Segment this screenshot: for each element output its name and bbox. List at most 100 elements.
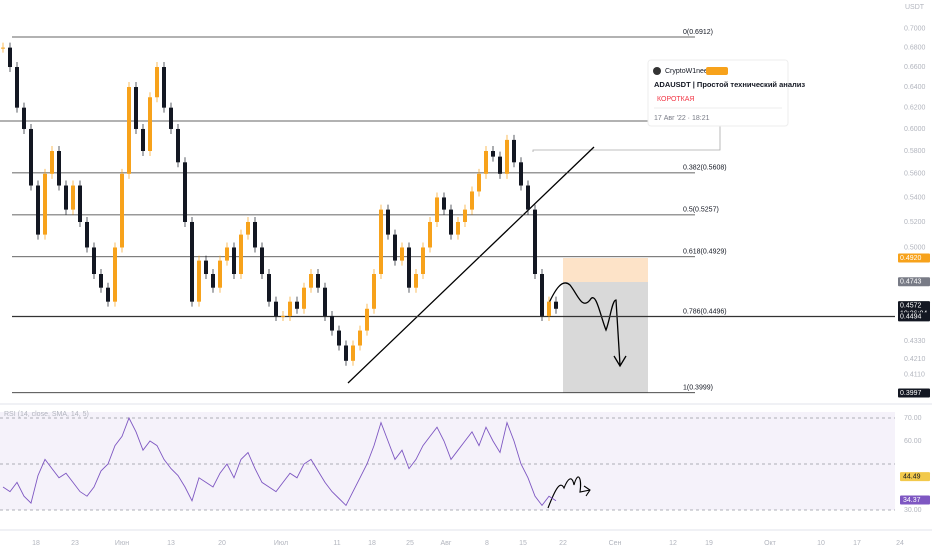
rsi-badge bbox=[900, 472, 930, 482]
date-label: Июл bbox=[274, 540, 288, 547]
price-tick-label: 0.5400 bbox=[904, 194, 926, 201]
candle bbox=[169, 107, 173, 129]
date-label: 25 bbox=[406, 540, 414, 547]
candle bbox=[330, 315, 334, 331]
candle bbox=[113, 247, 117, 302]
candle bbox=[141, 128, 145, 152]
candle bbox=[50, 151, 54, 174]
candle bbox=[372, 274, 376, 309]
fib-label: 0.382(0.5608) bbox=[683, 165, 727, 172]
candle bbox=[442, 197, 446, 210]
rsi-badge-label: 44.49 bbox=[903, 474, 921, 481]
price-tick-label: 0.4110 bbox=[904, 372, 925, 379]
date-label: 8 bbox=[485, 540, 489, 547]
date-label: 17 bbox=[853, 540, 861, 547]
candle bbox=[477, 173, 481, 192]
candle bbox=[71, 185, 75, 210]
card-title: ADAUSDT | Простой технический анализ bbox=[654, 80, 805, 89]
price-badge bbox=[898, 388, 930, 398]
rsi-badge-label: 34.37 bbox=[903, 497, 921, 504]
fib-label: 0.786(0.4496) bbox=[683, 308, 727, 315]
candle bbox=[162, 67, 166, 108]
candle bbox=[316, 274, 320, 288]
candle bbox=[29, 128, 33, 186]
rsi-band bbox=[0, 412, 895, 510]
date-label: 20 bbox=[218, 540, 226, 547]
author-badge bbox=[706, 67, 728, 75]
candle bbox=[246, 221, 250, 235]
date-label: Окт bbox=[764, 540, 777, 547]
rsi-tick-label: 30.00 bbox=[904, 507, 922, 514]
date-label: Авг bbox=[441, 540, 452, 547]
rsi-tick-label: 70.00 bbox=[904, 415, 922, 422]
candle bbox=[232, 247, 236, 275]
candle bbox=[512, 139, 516, 163]
candle bbox=[15, 67, 19, 108]
candle bbox=[239, 234, 243, 275]
candle bbox=[134, 87, 138, 129]
card-box bbox=[647, 59, 789, 127]
candle bbox=[267, 274, 271, 302]
candle bbox=[225, 247, 229, 261]
candle bbox=[337, 330, 341, 346]
price-tick-label: 0.6200 bbox=[904, 105, 926, 112]
projection-arrow bbox=[547, 282, 627, 368]
candle bbox=[211, 274, 215, 288]
candle bbox=[36, 185, 40, 235]
date-label: 24 bbox=[896, 540, 904, 547]
candle bbox=[309, 274, 313, 288]
candle bbox=[295, 301, 299, 309]
rsi-tick-label: 60.00 bbox=[904, 438, 922, 445]
rsi-line bbox=[2, 416, 557, 507]
candle bbox=[85, 221, 89, 248]
candle bbox=[1, 47, 5, 49]
price-badge-label: 0.4920 bbox=[900, 255, 922, 262]
currency: USDT bbox=[905, 4, 925, 11]
candle bbox=[505, 139, 509, 174]
candle bbox=[155, 67, 159, 98]
candle bbox=[127, 87, 131, 174]
stop-zone bbox=[563, 282, 648, 393]
rsi-arrow bbox=[547, 476, 591, 509]
candle bbox=[526, 185, 530, 210]
fib-label: 0.618(0.4929) bbox=[683, 249, 727, 256]
price-tick-label: 0.7000 bbox=[904, 26, 926, 33]
date-label: 22 bbox=[559, 540, 567, 547]
candle bbox=[491, 151, 495, 157]
price-tick-label: 0.5800 bbox=[904, 148, 926, 155]
candle bbox=[176, 128, 180, 163]
price-tick-label: 0.6600 bbox=[904, 64, 926, 71]
candle bbox=[351, 345, 355, 361]
price-tick-label: 0.6800 bbox=[904, 44, 926, 51]
fib-label: 0.5(0.5257) bbox=[683, 207, 719, 214]
date-label: 12 bbox=[669, 540, 677, 547]
candle bbox=[407, 247, 411, 288]
price-badge bbox=[898, 312, 930, 322]
date-label: 15 bbox=[519, 540, 527, 547]
date-label: 19 bbox=[705, 540, 713, 547]
candle bbox=[22, 107, 26, 129]
candle bbox=[428, 221, 432, 248]
date-label: 18 bbox=[32, 540, 40, 547]
candle bbox=[106, 287, 110, 302]
candle bbox=[386, 209, 390, 235]
candle bbox=[414, 274, 418, 288]
date-label: 13 bbox=[167, 540, 175, 547]
candle bbox=[8, 47, 12, 68]
date-label: Июн bbox=[115, 540, 129, 547]
candle bbox=[533, 209, 537, 275]
fib-label: 1(0.3999) bbox=[683, 385, 713, 392]
rsi-badge bbox=[900, 495, 930, 505]
candle bbox=[421, 247, 425, 275]
candle bbox=[253, 221, 257, 248]
candle bbox=[463, 209, 467, 222]
candle bbox=[400, 247, 404, 261]
idea-card[interactable]: CryptoW1neer ADAUSDT | Простой техническ… bbox=[647, 59, 805, 127]
candle bbox=[288, 301, 292, 316]
price-tick-label: 0.6400 bbox=[904, 84, 926, 91]
price-tick-label: 0.6000 bbox=[904, 126, 926, 133]
price-tick-label: 0.5600 bbox=[904, 171, 926, 178]
date-label: Сен bbox=[609, 540, 622, 547]
candle bbox=[204, 260, 208, 275]
